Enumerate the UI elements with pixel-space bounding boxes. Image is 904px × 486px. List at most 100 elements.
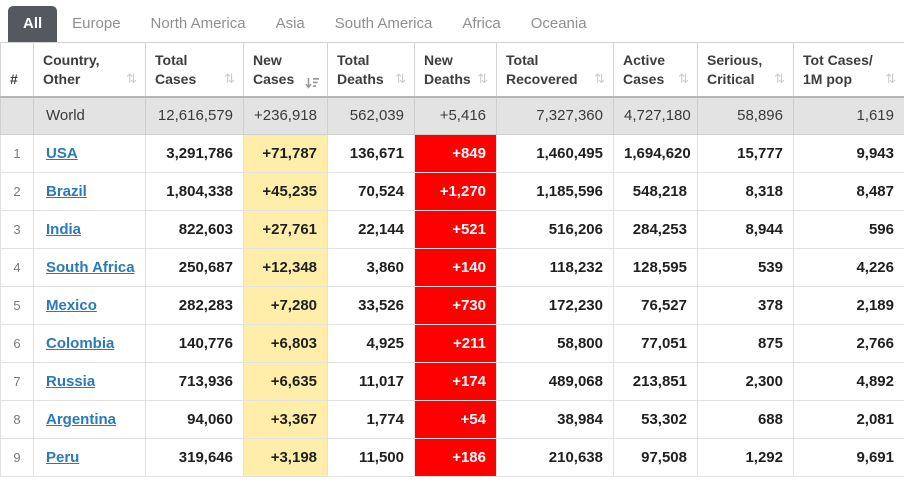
- column-header-label: New Deaths: [424, 51, 471, 87]
- total-cases-value: 140,776: [145, 324, 244, 363]
- total-cases-value: 713,936: [145, 362, 244, 401]
- row-rank: 7: [0, 362, 34, 401]
- country-link[interactable]: Colombia: [46, 335, 115, 352]
- country-link[interactable]: Russia: [46, 373, 96, 390]
- sort-toggle-icon: ⇅: [594, 71, 605, 87]
- new-deaths-value: +54: [414, 400, 497, 439]
- column-header[interactable]: Active Cases ⇅: [613, 42, 698, 98]
- active-cases-value: 53,302: [613, 400, 698, 439]
- country-link[interactable]: Argentina: [46, 411, 117, 428]
- sort-descending-icon: [305, 77, 319, 89]
- region-tab[interactable]: Oceania: [530, 15, 587, 32]
- column-header[interactable]: New Cases: [243, 42, 328, 98]
- total-deaths-value: 562,039: [327, 96, 415, 135]
- column-header[interactable]: Total Deaths ⇅: [327, 42, 415, 98]
- column-header-label: Serious, Critical: [707, 51, 763, 87]
- world-label: World: [46, 107, 85, 125]
- region-tab[interactable]: All: [8, 6, 58, 42]
- row-rank: 6: [0, 324, 34, 363]
- serious-critical-value: 58,896: [697, 96, 794, 135]
- column-header-label: Total Recovered: [506, 51, 578, 87]
- cases-per-1m-value: 1,619: [793, 96, 904, 135]
- table-row: 2 Brazil 1,804,338 +45,235 70,524 +1,270…: [0, 172, 904, 211]
- country-cell: Argentina: [33, 400, 146, 439]
- new-cases-value: +12,348: [243, 248, 328, 287]
- region-tab[interactable]: Europe: [72, 15, 121, 32]
- region-tab[interactable]: Asia: [275, 15, 305, 32]
- total-deaths-value: 11,017: [327, 362, 415, 401]
- active-cases-value: 77,051: [613, 324, 698, 363]
- total-deaths-value: 1,774: [327, 400, 415, 439]
- region-tab[interactable]: North America: [150, 15, 246, 32]
- cases-per-1m-value: 9,943: [793, 134, 904, 173]
- region-tab[interactable]: South America: [334, 15, 433, 32]
- new-deaths-value: +174: [414, 362, 497, 401]
- sort-toggle-icon: ⇅: [126, 71, 137, 87]
- column-header-label: Total Cases: [155, 51, 197, 87]
- column-header[interactable]: New Deaths ⇅: [414, 42, 497, 98]
- column-header-label: #: [10, 70, 18, 87]
- new-deaths-value: +211: [414, 324, 497, 363]
- serious-critical-value: 875: [697, 324, 794, 363]
- total-deaths-value: 136,671: [327, 134, 415, 173]
- country-link[interactable]: USA: [46, 145, 78, 162]
- sort-toggle-icon: ⇅: [678, 71, 689, 87]
- country-cell: India: [33, 210, 146, 249]
- active-cases-value: 97,508: [613, 438, 698, 477]
- total-deaths-value: 4,925: [327, 324, 415, 363]
- new-cases-value: +3,367: [243, 400, 328, 439]
- total-deaths-value: 33,526: [327, 286, 415, 325]
- total-recovered-value: 38,984: [496, 400, 614, 439]
- total-deaths-value: 11,500: [327, 438, 415, 477]
- row-rank: 3: [0, 210, 34, 249]
- country-cell: Mexico: [33, 286, 146, 325]
- active-cases-value: 4,727,180: [613, 96, 698, 135]
- total-deaths-value: 22,144: [327, 210, 415, 249]
- column-header-label: Tot Cases/1M pop: [803, 51, 873, 87]
- row-rank: [0, 96, 34, 135]
- serious-critical-value: 8,944: [697, 210, 794, 249]
- country-link[interactable]: South Africa: [46, 259, 135, 276]
- sort-toggle-icon: ⇅: [395, 71, 406, 87]
- total-cases-value: 282,283: [145, 286, 244, 325]
- country-link[interactable]: Mexico: [46, 297, 97, 314]
- country-cell: World: [33, 96, 146, 135]
- total-cases-value: 12,616,579: [145, 96, 244, 135]
- serious-critical-value: 2,300: [697, 362, 794, 401]
- new-cases-value: +45,235: [243, 172, 328, 211]
- column-header-label: Active Cases: [623, 51, 666, 87]
- sort-toggle-icon: ⇅: [885, 71, 896, 87]
- new-cases-value: +3,198: [243, 438, 328, 477]
- column-header[interactable]: Total Recovered ⇅: [496, 42, 614, 98]
- new-cases-value: +7,280: [243, 286, 328, 325]
- cases-per-1m-value: 4,226: [793, 248, 904, 287]
- serious-critical-value: 688: [697, 400, 794, 439]
- new-cases-value: +236,918: [243, 96, 328, 135]
- column-header[interactable]: Serious, Critical ⇅: [697, 42, 794, 98]
- country-link[interactable]: Peru: [46, 449, 80, 466]
- sort-toggle-icon: ⇅: [477, 71, 488, 87]
- column-header[interactable]: Country, Other ⇅: [33, 42, 146, 98]
- new-deaths-value: +186: [414, 438, 497, 477]
- column-header[interactable]: Total Cases ⇅: [145, 42, 244, 98]
- total-recovered-value: 1,460,495: [496, 134, 614, 173]
- row-rank: 1: [0, 134, 34, 173]
- serious-critical-value: 15,777: [697, 134, 794, 173]
- column-header-label: Country, Other: [43, 51, 100, 87]
- total-cases-value: 94,060: [145, 400, 244, 439]
- country-link[interactable]: Brazil: [46, 183, 87, 200]
- region-tab[interactable]: Africa: [462, 15, 501, 32]
- new-cases-value: +6,803: [243, 324, 328, 363]
- new-deaths-value: +849: [414, 134, 497, 173]
- total-recovered-value: 118,232: [496, 248, 614, 287]
- table-row: 9 Peru 319,646 +3,198 11,500 +186 210,63…: [0, 438, 904, 477]
- total-deaths-value: 3,860: [327, 248, 415, 287]
- total-recovered-value: 210,638: [496, 438, 614, 477]
- table-row: 4 South Africa 250,687 +12,348 3,860 +14…: [0, 248, 904, 287]
- cases-per-1m-value: 4,892: [793, 362, 904, 401]
- new-deaths-value: +5,416: [414, 96, 497, 135]
- column-header: #: [0, 42, 34, 98]
- active-cases-value: 284,253: [613, 210, 698, 249]
- column-header[interactable]: Tot Cases/1M pop ⇅: [793, 42, 904, 98]
- country-link[interactable]: India: [46, 221, 82, 238]
